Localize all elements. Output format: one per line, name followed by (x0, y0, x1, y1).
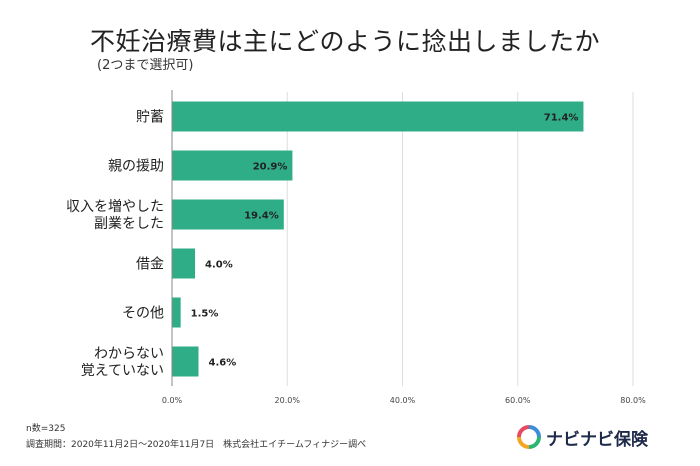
data-label: 1.5% (191, 309, 219, 320)
sample-size-note: n数=325 (26, 424, 66, 434)
x-tick-label: 40.0% (390, 396, 416, 405)
category-label: 副業をした (94, 216, 164, 232)
data-label: 20.9% (253, 162, 288, 173)
category-label: 貯蓄 (136, 110, 164, 126)
navinavi-logo-icon (517, 425, 541, 449)
x-tick-label: 0.0% (162, 396, 183, 405)
category-label: 借金 (136, 257, 164, 273)
data-label: 4.0% (205, 260, 233, 271)
category-label: 覚えていない (81, 363, 164, 379)
data-label: 71.4% (544, 113, 579, 124)
category-label: わからない (94, 346, 164, 362)
chart-subtitle: (2つまで選択可) (97, 58, 194, 73)
bar (172, 101, 584, 132)
x-tick-label: 20.0% (275, 396, 301, 405)
brand-name: ナビナビ保険 (546, 429, 648, 450)
brand-logo: ナビナビ保険 (517, 424, 648, 450)
bar (172, 297, 181, 328)
bar (172, 150, 293, 181)
x-tick-label: 60.0% (505, 396, 531, 405)
category-label: 親の援助 (108, 159, 164, 175)
category-label: その他 (122, 306, 164, 322)
data-label: 4.6% (209, 358, 237, 369)
bar (172, 199, 284, 230)
bar (172, 346, 199, 377)
chart-title: 不妊治療費は主にどのように捻出しましたか (90, 27, 601, 56)
category-label: 収入を増やした (66, 199, 164, 215)
data-label: 19.4% (244, 211, 279, 222)
bar (172, 248, 196, 279)
x-tick-label: 80.0% (620, 396, 646, 405)
survey-period-note: 調査期間：2020年11月2日〜2020年11月7日 株式会社エイチームフィナジ… (26, 440, 367, 450)
